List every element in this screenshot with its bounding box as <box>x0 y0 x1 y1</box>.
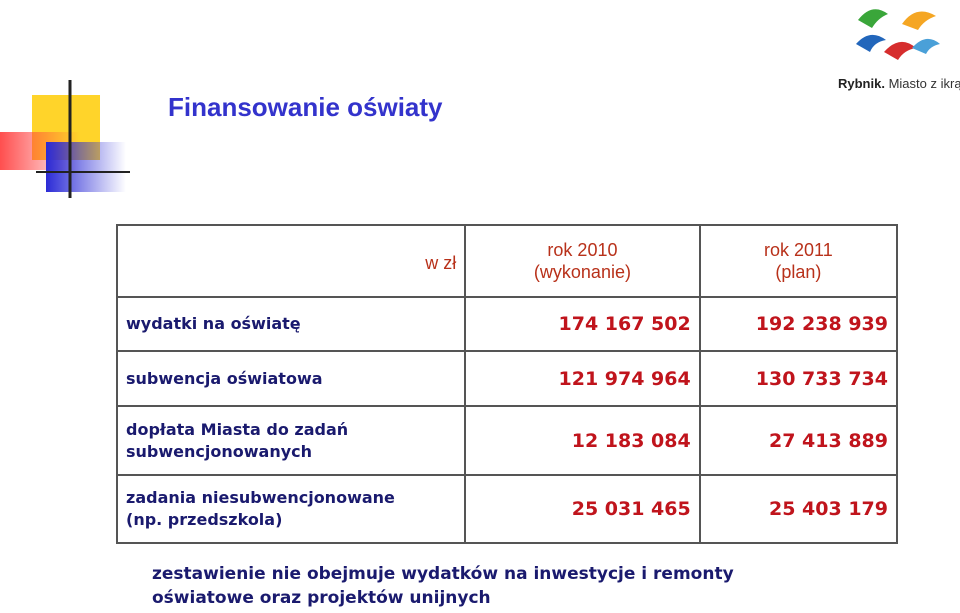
table-row: zadania niesubwencjonowane (np. przedszko… <box>115 474 899 544</box>
value-cell: 27 413 889 <box>698 405 899 476</box>
label-line: subwencjonowanych <box>126 441 313 461</box>
label-line: (np. przedszkola) <box>126 510 283 529</box>
logo <box>856 9 940 60</box>
row-label: subwencja oświatowa <box>115 350 467 407</box>
label-line: dopłata Miasta do zadań <box>126 419 349 439</box>
decoration <box>0 80 130 198</box>
label-line: subwencja oświatowa <box>126 368 323 388</box>
value-cell: 174 167 502 <box>464 296 701 352</box>
label-line: wydatki na oświatę <box>126 314 301 333</box>
unit-cell: w zł <box>115 224 467 298</box>
logo-brand: Rybnik. <box>838 76 885 91</box>
footnote-line: oświatowe oraz projektów unijnych <box>152 588 491 608</box>
table-row: wydatki na oświatę 174 167 502 192 238 939 <box>115 296 899 352</box>
row-label: wydatki na oświatę <box>115 296 467 352</box>
row-label: zadania niesubwencjonowane (np. przedszko… <box>115 474 467 544</box>
column-header: rok 2011 (plan) <box>698 224 899 298</box>
row-label: dopłata Miasta do zadań subwencjonowanych <box>115 405 467 476</box>
value-cell: 121 974 964 <box>464 350 701 407</box>
data-table: w zł rok 2010 (wykonanie) rok 2011 (plan) wyd… <box>115 224 899 544</box>
logo-text: Rybnik. Miasto z ikrą. <box>838 76 960 91</box>
header-row: w zł rok 2010 (wykonanie) rok 2011 (plan) <box>115 224 899 298</box>
value-cell: 12 183 084 <box>464 405 701 476</box>
label-line: zadania niesubwencjonowane <box>126 488 395 507</box>
footnote-line: zestawienie nie obejmuje wydatków na inw… <box>152 564 734 584</box>
header-line: (plan) <box>775 262 822 282</box>
value-cell: 192 238 939 <box>698 296 899 352</box>
slide-title: Finansowanie oświaty <box>168 92 443 122</box>
header-line: rok 2011 <box>764 240 833 260</box>
table-row: subwencja oświatowa 121 974 964 130 733 73… <box>115 350 899 407</box>
logo-slogan: Miasto z ikrą. <box>888 76 960 91</box>
column-header: rok 2010 (wykonanie) <box>464 224 701 298</box>
table-row: dopłata Miasta do zadań subwencjonowanych… <box>115 405 899 476</box>
header-line: rok 2010 <box>547 240 618 260</box>
header-line: (wykonanie) <box>533 262 631 282</box>
value-cell: 25 403 179 <box>698 474 899 544</box>
value-cell: 130 733 734 <box>698 350 899 407</box>
footnote: zestawienie nie obejmuje wydatków na inw… <box>152 562 734 610</box>
value-cell: 25 031 465 <box>464 474 701 544</box>
